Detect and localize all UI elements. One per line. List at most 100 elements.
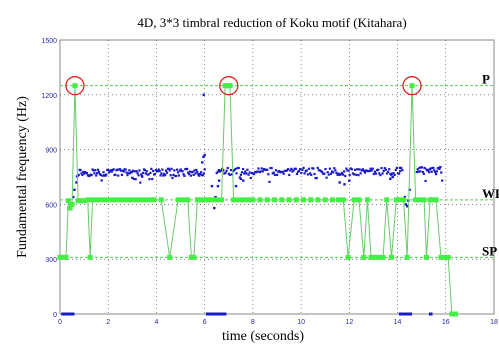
detail-point xyxy=(288,173,291,177)
detail-point xyxy=(421,170,425,174)
y-tick-label: 600 xyxy=(45,202,57,209)
detail-point xyxy=(247,173,250,176)
detail-point xyxy=(145,170,148,173)
detail-point xyxy=(188,170,192,173)
detail-point xyxy=(182,173,185,176)
detail-point xyxy=(176,171,180,174)
detail-point xyxy=(202,93,205,96)
detail-point xyxy=(136,172,139,175)
detail-point xyxy=(343,183,346,186)
detail-point xyxy=(424,179,427,183)
reduction-point xyxy=(146,197,152,203)
detail-point xyxy=(237,166,240,170)
reduction-point xyxy=(132,197,138,203)
detail-point xyxy=(295,172,299,176)
reduction-point xyxy=(438,254,444,260)
detail-point xyxy=(341,173,345,176)
reduction-point xyxy=(65,198,71,204)
reduction-point xyxy=(449,311,455,317)
detail-point xyxy=(334,169,337,172)
detail-point xyxy=(397,172,401,175)
reduction-point xyxy=(335,197,341,203)
detail-point xyxy=(385,172,389,175)
detail-point xyxy=(403,195,406,199)
detail-point xyxy=(226,166,229,170)
detail-point xyxy=(164,169,168,172)
reduction-point xyxy=(442,254,448,260)
y-tick-label: 1200 xyxy=(41,93,57,100)
detail-point xyxy=(193,169,196,172)
reduction-point xyxy=(227,83,233,89)
reduction-point xyxy=(315,197,321,203)
reduction-point xyxy=(87,254,93,260)
detail-point xyxy=(80,172,83,175)
reduction-point xyxy=(250,197,256,203)
x-axis-label: time (seconds) xyxy=(222,329,304,344)
detail-point xyxy=(228,173,232,176)
detail-point xyxy=(216,184,220,188)
reduction-point xyxy=(191,254,197,260)
level-label: SP xyxy=(482,243,497,258)
detail-point xyxy=(323,172,326,175)
detail-point xyxy=(139,181,142,184)
y-tick-label: 900 xyxy=(45,148,57,155)
detail-point xyxy=(122,170,125,173)
detail-point xyxy=(234,184,238,188)
reduction-point xyxy=(158,197,164,203)
detail-point xyxy=(198,172,202,176)
detail-point xyxy=(116,168,119,171)
reduction-point xyxy=(264,197,270,203)
detail-point xyxy=(354,168,357,171)
x-tick-label: 12 xyxy=(345,319,353,326)
detail-point xyxy=(157,168,160,171)
detail-point xyxy=(152,169,155,173)
detail-point xyxy=(379,174,382,177)
x-tick-label: 8 xyxy=(251,319,255,326)
detail-point xyxy=(276,173,279,176)
x-tick-label: 10 xyxy=(297,319,305,326)
level-label: WF xyxy=(482,186,499,201)
detail-point xyxy=(315,176,318,180)
plot-frame xyxy=(59,39,495,315)
reduction-point xyxy=(301,197,307,203)
detail-point xyxy=(336,173,339,177)
detail-point xyxy=(117,174,120,177)
detail-point xyxy=(325,176,328,179)
detail-point xyxy=(202,155,205,159)
y-tick-label: 1500 xyxy=(41,38,57,45)
reduction-point xyxy=(72,83,78,89)
detail-point xyxy=(140,173,143,176)
axis-ticks: 0 2 4 6 8 10 12 14 16 18 0 300 600 900 1200 1500 xyxy=(41,38,498,326)
reduction-point xyxy=(413,197,419,203)
detail-point xyxy=(217,179,221,182)
reduction-point xyxy=(98,197,104,203)
detail-point xyxy=(225,169,228,172)
reduction-point xyxy=(397,197,403,203)
reduction-point xyxy=(198,197,204,203)
reduction-point xyxy=(127,197,133,203)
detail-point xyxy=(302,166,305,169)
reduction-point xyxy=(364,197,370,203)
reduction-point xyxy=(63,254,69,260)
detail-point xyxy=(130,170,134,174)
detail-point xyxy=(198,174,201,177)
detail-point xyxy=(137,174,140,177)
detail-point xyxy=(93,172,96,175)
detail-point xyxy=(173,169,176,172)
detail-point xyxy=(335,171,338,174)
reduction-point xyxy=(240,197,246,203)
detail-point xyxy=(175,174,178,178)
detail-point xyxy=(270,166,273,170)
detail-point xyxy=(434,172,438,176)
detail-point xyxy=(229,168,233,172)
detail-point xyxy=(294,167,297,170)
detail-point xyxy=(370,169,373,172)
reduction-point xyxy=(393,197,399,203)
reduction-point xyxy=(345,254,351,260)
detail-point xyxy=(308,172,312,175)
detail-point xyxy=(240,171,244,174)
detail-point xyxy=(175,168,179,171)
detail-point xyxy=(127,172,130,175)
reduction-point xyxy=(322,197,328,203)
detail-point xyxy=(151,177,154,181)
